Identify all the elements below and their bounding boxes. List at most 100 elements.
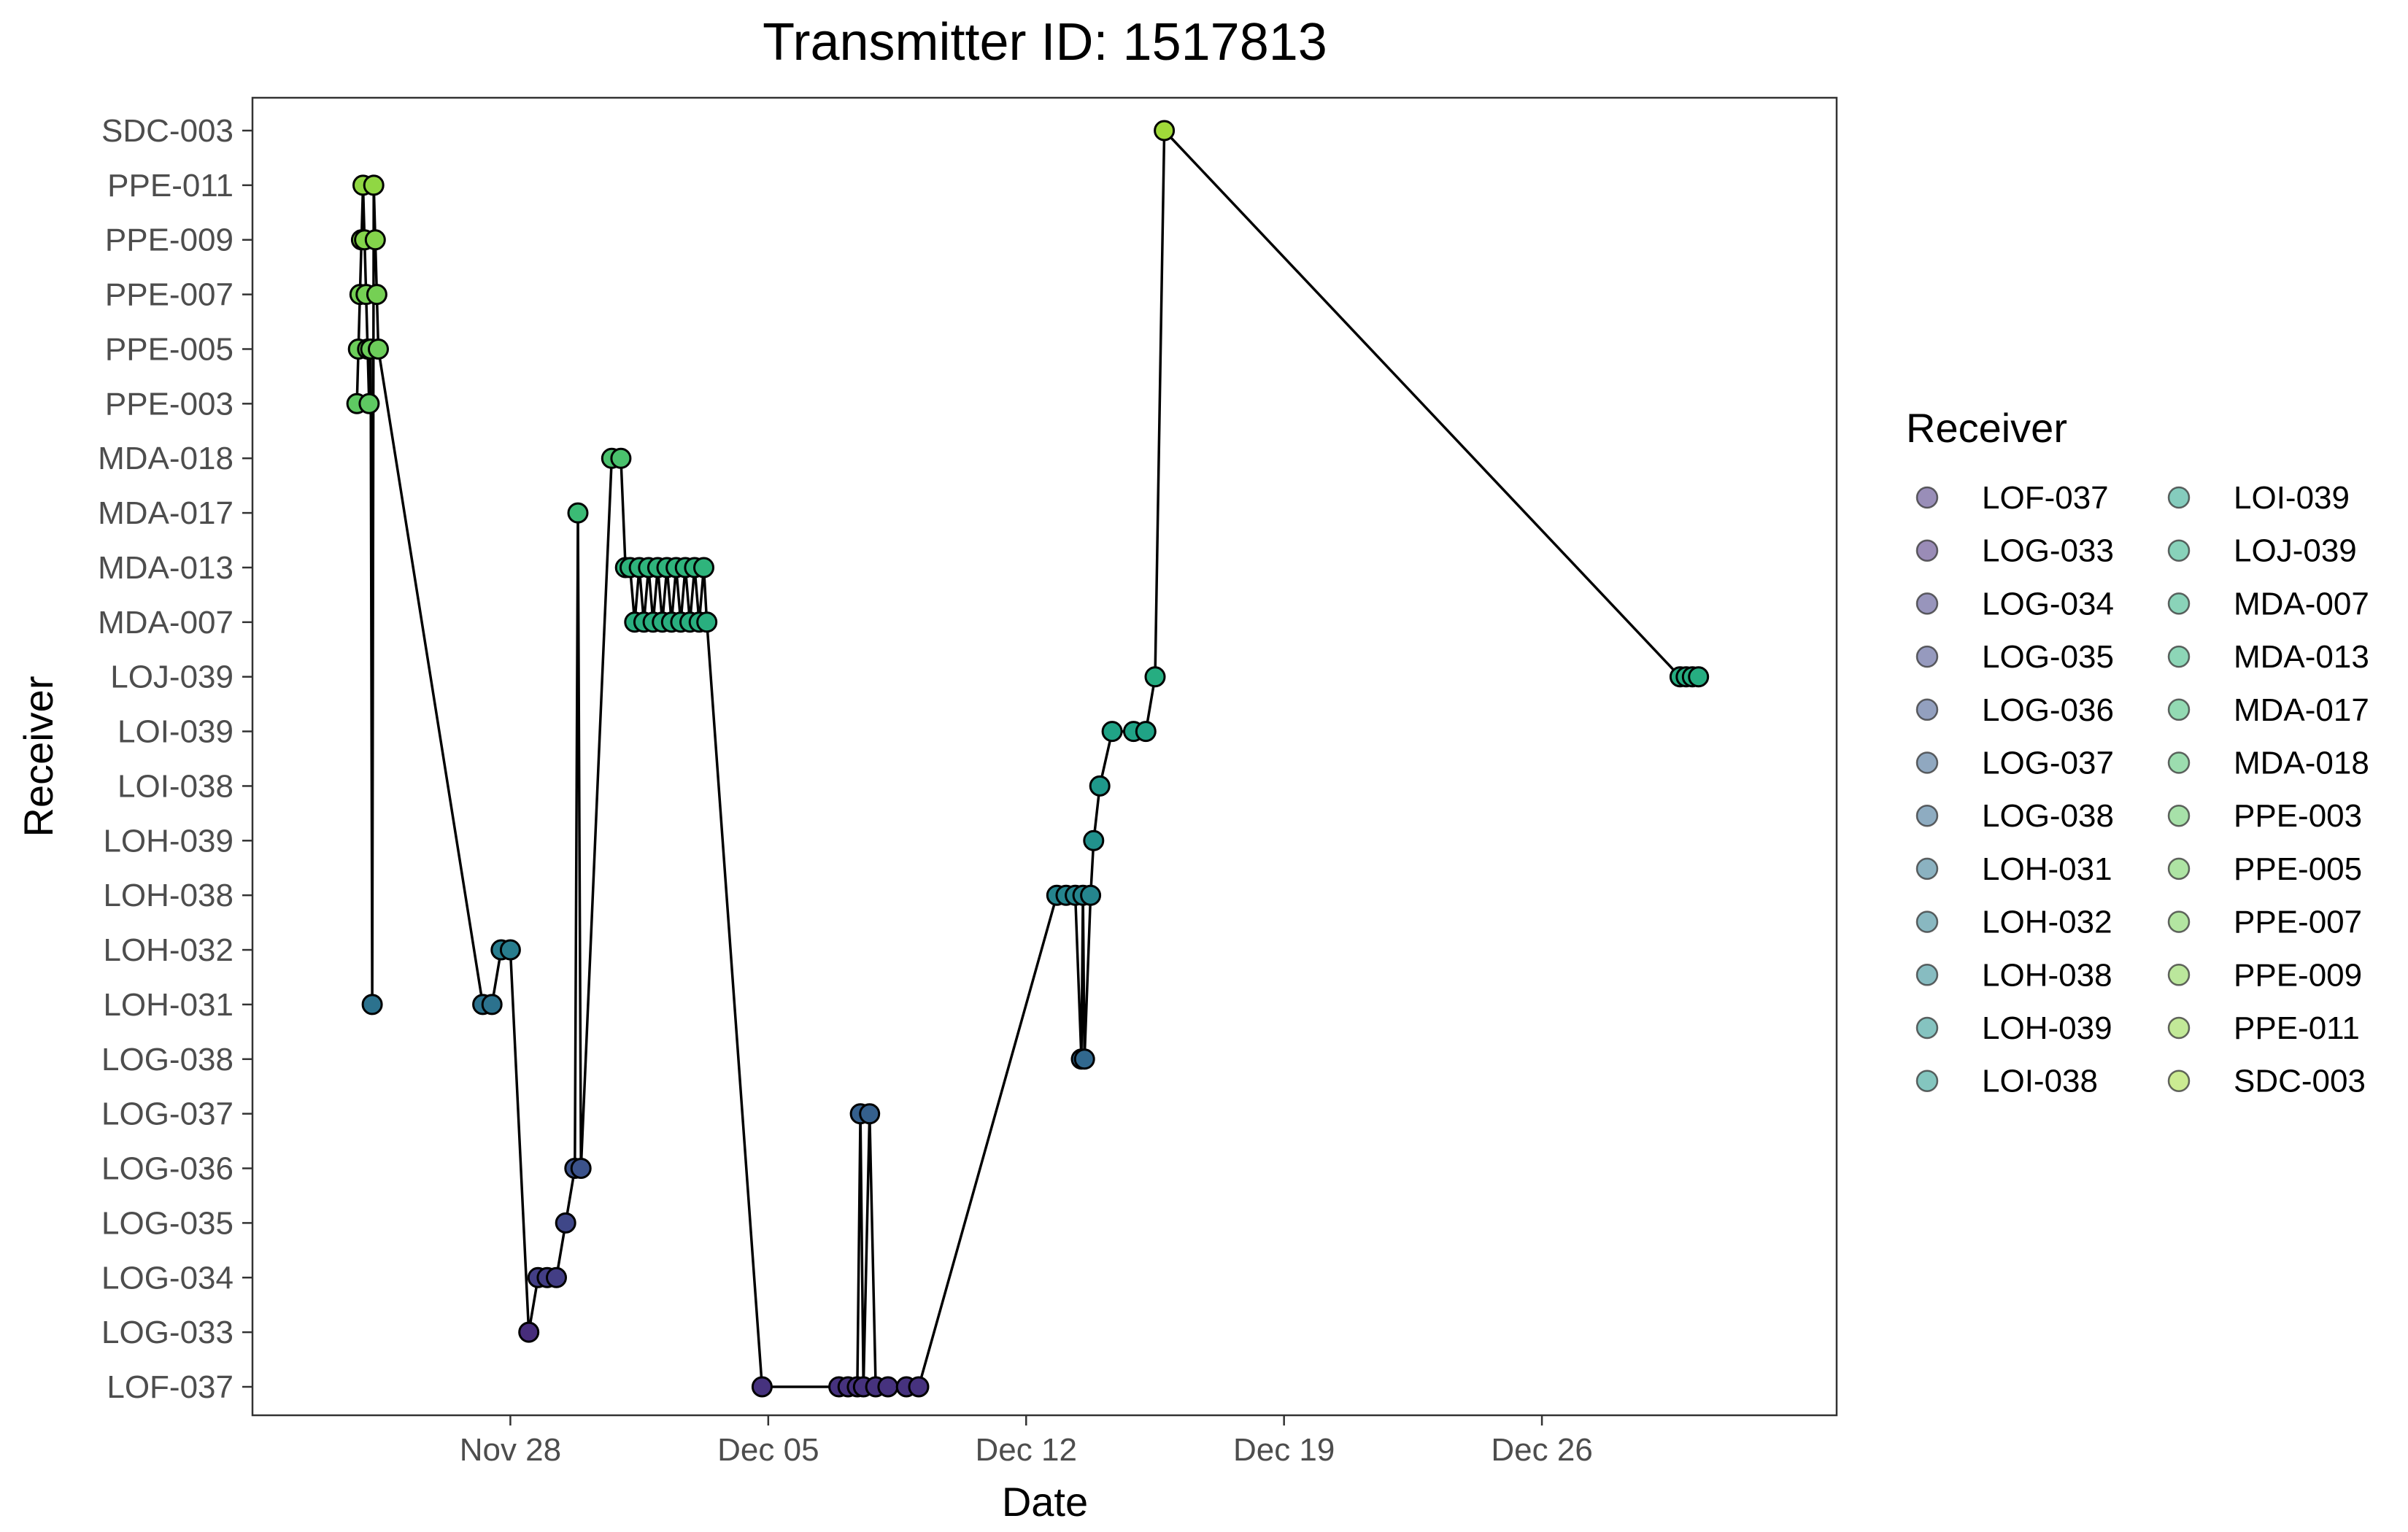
legend-label: LOG-037	[1982, 746, 2114, 781]
data-point	[1080, 884, 1102, 906]
legend-label: LOH-039	[1982, 1010, 2112, 1046]
y-tick-label: LOH-032	[103, 932, 234, 968]
legend-key	[1915, 486, 1939, 509]
y-tick-label: LOI-039	[117, 714, 234, 750]
legend-key	[1915, 592, 1939, 615]
legend-label: LOH-031	[1982, 851, 2112, 887]
y-tick-label: LOG-036	[101, 1151, 234, 1187]
y-tick-label: PPE-007	[105, 277, 234, 313]
legend-label: LOH-038	[1982, 957, 2112, 993]
y-tick-label: LOJ-039	[110, 659, 234, 695]
legend-label: LOG-035	[1982, 639, 2114, 675]
legend-label: LOG-038	[1982, 798, 2114, 834]
legend-label: LOH-032	[1982, 905, 2112, 940]
x-axis-title: Date	[1002, 1479, 1088, 1525]
legend-key	[2167, 486, 2191, 509]
y-axis: LOF-037 LOG-033 LOG-034 LOG-035 LOG-036 LOG-0…	[98, 113, 252, 1405]
data-point	[363, 174, 385, 196]
legend-key	[1915, 857, 1939, 881]
y-axis-title: Receiver	[15, 676, 61, 837]
data-point	[859, 1103, 881, 1125]
data-point	[908, 1376, 930, 1398]
data-point	[361, 994, 383, 1015]
data-point	[693, 557, 714, 579]
y-tick-label: PPE-003	[105, 386, 234, 422]
legend-key	[2167, 751, 2191, 774]
legend-label: LOI-039	[2234, 480, 2350, 516]
legend-label: LOG-036	[1982, 692, 2114, 728]
data-point	[481, 994, 503, 1015]
legend-key	[2167, 645, 2191, 668]
legend-key	[2167, 964, 2191, 986]
y-tick-label: PPE-011	[107, 168, 234, 204]
x-axis: Nov 28 Dec 05 Dec 12 Dec 19 Dec 26	[460, 1415, 1593, 1468]
data-point	[546, 1266, 567, 1288]
data-point	[1135, 721, 1157, 743]
x-tick-label: Dec 12	[976, 1432, 1077, 1468]
legend-key	[1915, 698, 1939, 721]
y-tick-label: LOF-037	[107, 1369, 234, 1405]
y-tick-label: LOH-031	[103, 987, 234, 1023]
y-tick-label: LOI-038	[117, 768, 234, 804]
y-tick-label: PPE-005	[105, 331, 234, 367]
data-point	[1101, 721, 1123, 743]
data-point	[1073, 1048, 1095, 1070]
legend-key	[1915, 751, 1939, 774]
legend-key	[2167, 592, 2191, 615]
legend-label: LOF-037	[1982, 480, 2109, 516]
legend-label: LOI-038	[1982, 1064, 2098, 1099]
legend-key	[2167, 857, 2191, 881]
legend-label: LOJ-039	[2234, 533, 2357, 569]
legend-key	[1915, 964, 1939, 986]
legend-label: LOG-034	[1982, 586, 2114, 622]
y-tick-label: LOG-033	[101, 1315, 234, 1350]
legend-key	[1915, 910, 1939, 933]
data-point	[570, 1158, 592, 1179]
data-point	[1083, 829, 1105, 851]
data-point	[567, 502, 589, 524]
data-point	[555, 1212, 576, 1234]
plot-panel	[251, 96, 1838, 1417]
data-point	[1688, 666, 1710, 688]
y-tick-label: MDA-018	[98, 441, 234, 476]
legend-label: MDA-017	[2234, 692, 2369, 728]
legend-key	[2167, 539, 2191, 562]
y-tick-label: LOH-039	[103, 823, 234, 859]
y-tick-label: LOG-037	[101, 1096, 234, 1132]
data-point	[499, 939, 521, 961]
legend-title: Receiver	[1906, 405, 2067, 451]
legend-key	[2167, 1069, 2191, 1092]
data-point	[368, 338, 389, 360]
legend-key	[2167, 698, 2191, 721]
legend-label: PPE-011	[2234, 1010, 2360, 1046]
legend-key	[1915, 1069, 1939, 1092]
legend-label: SDC-003	[2234, 1064, 2366, 1099]
data-points	[346, 120, 1710, 1398]
legend-key	[2167, 804, 2191, 827]
legend-key	[2167, 910, 2191, 933]
data-point	[610, 447, 632, 469]
y-tick-label: MDA-013	[98, 550, 234, 586]
x-tick-label: Dec 26	[1491, 1432, 1592, 1468]
legend-label: PPE-003	[2234, 798, 2362, 834]
data-point	[358, 392, 380, 414]
data-point	[364, 229, 386, 251]
legend-label: LOG-033	[1982, 533, 2114, 569]
x-tick-label: Dec 05	[717, 1432, 819, 1468]
legend-key	[1915, 539, 1939, 562]
y-tick-label: LOH-038	[103, 878, 234, 913]
data-point	[877, 1376, 899, 1398]
x-tick-label: Dec 19	[1233, 1432, 1335, 1468]
data-point	[751, 1376, 773, 1398]
data-point	[1154, 120, 1176, 142]
legend-key	[1915, 804, 1939, 827]
legend-key	[1915, 1016, 1939, 1040]
legend: Receiver LOF-037 LOG-033 LOG-034 LOG-035 LOG…	[1906, 405, 2369, 1099]
y-tick-label: MDA-007	[98, 605, 234, 641]
x-tick-label: Nov 28	[460, 1432, 561, 1468]
legend-key	[1915, 645, 1939, 668]
data-point	[518, 1321, 540, 1343]
legend-key	[2167, 1016, 2191, 1040]
data-point	[366, 284, 387, 306]
